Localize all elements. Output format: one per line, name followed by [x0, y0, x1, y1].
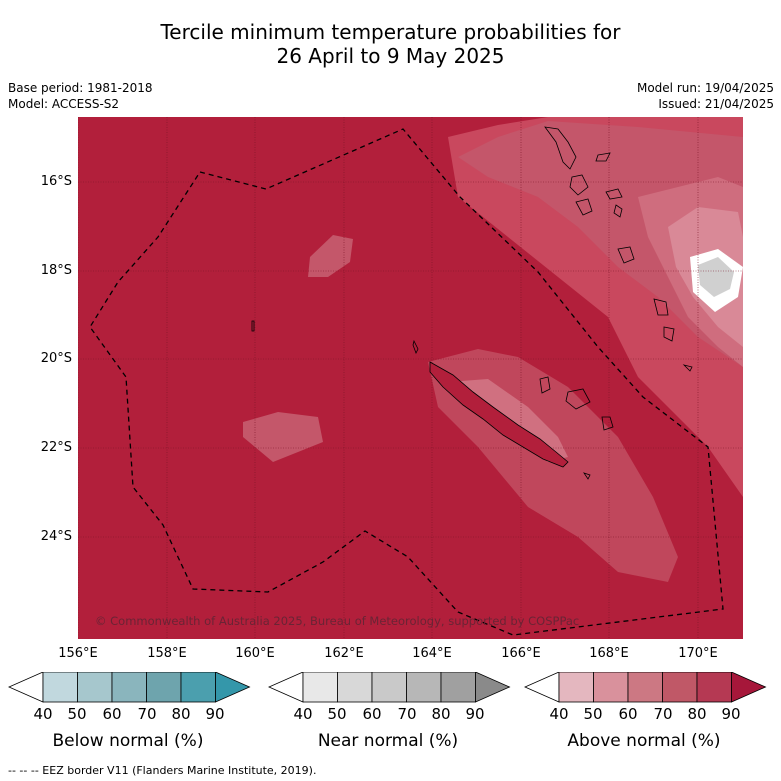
colorbar-below-low-end — [8, 672, 44, 703]
cb-below-tick-90: 90 — [205, 705, 225, 723]
title-line-1: Tercile minimum temperature probabilitie… — [160, 20, 621, 44]
lat-label-20s: 20°S — [40, 351, 72, 366]
colorbar-below-bin-0 — [42, 672, 78, 703]
lon-label-156e: 156°E — [58, 646, 98, 661]
vanuatu-espiritu — [569, 174, 589, 196]
cb-above-tick-90: 90 — [721, 705, 741, 723]
shade-west-2 — [308, 235, 353, 277]
shade-west-1 — [243, 412, 323, 462]
colorbar-above-bin-3 — [662, 672, 698, 703]
colorbar-above-bin-2 — [627, 672, 663, 703]
colorbar-below-bin-3 — [146, 672, 182, 703]
colorbar-below — [8, 672, 251, 703]
cb-below-tick-70: 70 — [137, 705, 157, 723]
lon-label-166e: 166°E — [501, 646, 541, 661]
loyalty-islands-1 — [539, 376, 551, 394]
lon-label-160e: 160°E — [235, 646, 275, 661]
lon-label-170e: 170°E — [678, 646, 718, 661]
small-island-west — [251, 320, 255, 332]
copyright-text: © Commonwealth of Australia 2025, Bureau… — [95, 614, 579, 628]
colorbar-above-bin-1 — [593, 672, 629, 703]
colorbar-near-low-end — [268, 672, 304, 703]
shade-50 — [458, 121, 743, 367]
model-run: Model run: 19/04/2025 — [636, 81, 774, 95]
cb-below-tick-60: 60 — [102, 705, 122, 723]
colorbar-above-title: Above normal (%) — [567, 731, 721, 751]
vanuatu-banks — [595, 152, 611, 162]
colorbar-below-bin-2 — [111, 672, 147, 703]
cb-near-tick-90: 90 — [465, 705, 485, 723]
cb-above-tick-50: 50 — [583, 705, 603, 723]
colorbar-near-bin-4 — [440, 672, 476, 703]
colorbar-near-bin-0 — [302, 672, 338, 703]
cb-above-tick-40: 40 — [549, 705, 569, 723]
vanuatu-aneityum — [682, 364, 693, 372]
lon-label-162e: 162°E — [324, 646, 364, 661]
vanuatu-malekula — [575, 198, 593, 216]
colorbar-above-high-end — [731, 672, 767, 703]
eez-legend-note: -- -- -- EEZ border V11 (Flanders Marine… — [8, 764, 317, 777]
colorbar-near — [268, 672, 511, 703]
lon-label-168e: 168°E — [589, 646, 629, 661]
cb-above-tick-70: 70 — [653, 705, 673, 723]
cb-near-tick-80: 80 — [431, 705, 451, 723]
colorbar-below-high-end — [215, 672, 251, 703]
isle-of-pines — [583, 472, 591, 480]
colorbar-near-bin-3 — [406, 672, 442, 703]
cb-near-tick-40: 40 — [293, 705, 313, 723]
colorbar-above-low-end — [524, 672, 560, 703]
gridlines — [78, 117, 743, 639]
loyalty-islands-2 — [565, 388, 591, 410]
colorbar-above-bin-4 — [696, 672, 732, 703]
colorbar-near-title: Near normal (%) — [317, 731, 459, 751]
near-normal-core — [698, 257, 734, 297]
lon-label-158e: 158°E — [147, 646, 187, 661]
cb-near-tick-70: 70 — [397, 705, 417, 723]
cb-near-tick-50: 50 — [327, 705, 347, 723]
colorbar-below-bin-1 — [77, 672, 113, 703]
colorbar-near-bin-2 — [371, 672, 407, 703]
colorbar-near-high-end — [475, 672, 511, 703]
eez-border — [89, 128, 724, 636]
lat-label-18s: 18°S — [40, 263, 72, 278]
cb-above-tick-80: 80 — [687, 705, 707, 723]
new-caledonia — [429, 361, 569, 468]
lon-label-164e: 164°E — [412, 646, 452, 661]
colorbar-above — [524, 672, 767, 703]
cb-near-tick-60: 60 — [362, 705, 382, 723]
probability-map: © Commonwealth of Australia 2025, Bureau… — [78, 117, 743, 639]
cb-below-tick-80: 80 — [171, 705, 191, 723]
model-name: Model: ACCESS-S2 — [8, 97, 120, 111]
vanuatu-efate — [617, 246, 635, 264]
lat-label-22s: 22°S — [40, 440, 72, 455]
base-period: Base period: 1981-2018 — [8, 81, 153, 95]
issued-date: Issued: 21/04/2025 — [658, 97, 774, 111]
colorbar-below-title: Below normal (%) — [52, 731, 204, 751]
vanuatu-ambrym — [605, 188, 623, 200]
new-caledonia-tip — [412, 339, 419, 354]
lat-label-16s: 16°S — [40, 174, 72, 189]
title-line-2: 26 April to 9 May 2025 — [276, 44, 505, 68]
colorbar-above-bin-0 — [558, 672, 594, 703]
vanuatu-erromango — [653, 298, 669, 316]
cb-below-tick-50: 50 — [67, 705, 87, 723]
vanuatu-epi — [613, 204, 623, 218]
vanuatu-tanna — [663, 326, 675, 342]
cb-below-tick-40: 40 — [33, 705, 53, 723]
colorbar-below-bin-4 — [180, 672, 216, 703]
vanuatu-north — [544, 126, 577, 170]
colorbar-near-bin-1 — [337, 672, 373, 703]
lat-label-24s: 24°S — [40, 529, 72, 544]
cb-above-tick-60: 60 — [618, 705, 638, 723]
loyalty-islands-3 — [601, 416, 614, 431]
map-canvas: © Commonwealth of Australia 2025, Bureau… — [78, 117, 743, 639]
